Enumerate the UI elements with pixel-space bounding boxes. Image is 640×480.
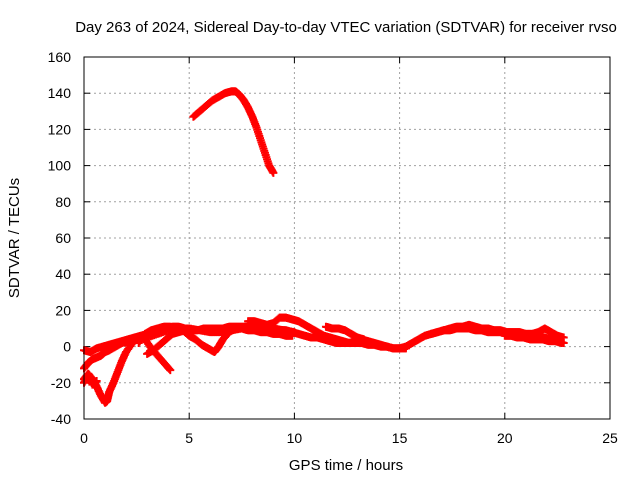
x-tick-label: 10 bbox=[287, 430, 303, 446]
plot-area bbox=[80, 87, 568, 407]
plot-frame bbox=[83, 56, 611, 420]
y-tick-label: 120 bbox=[48, 121, 72, 137]
data-point bbox=[559, 333, 568, 342]
series-arc-7 bbox=[189, 87, 278, 177]
x-tick-label: 0 bbox=[80, 430, 88, 446]
axis-ticks: 0 5 10 15 20 25 -40 -20 0 20 40 60 80 100 120 140 160 bbox=[48, 49, 618, 446]
y-tick-label: 140 bbox=[48, 85, 72, 101]
x-tick-label: 25 bbox=[602, 430, 618, 446]
series-arc-4 bbox=[80, 371, 101, 389]
y-tick-label: 0 bbox=[63, 339, 71, 355]
series-arc-3 bbox=[80, 333, 175, 407]
data-point bbox=[92, 376, 101, 385]
data-point-trail bbox=[165, 364, 174, 373]
data-point bbox=[166, 366, 175, 375]
y-axis-label: SDTVAR / TECUs bbox=[6, 178, 23, 298]
y-tick-label: 160 bbox=[48, 49, 72, 65]
x-axis-label: GPS time / hours bbox=[289, 457, 403, 474]
series-arc-12 bbox=[500, 331, 566, 347]
y-tick-label: -40 bbox=[51, 411, 71, 427]
data-point bbox=[269, 168, 278, 177]
series-arc-9 bbox=[321, 322, 368, 344]
series-arc-8 bbox=[244, 313, 404, 353]
y-tick-label: 60 bbox=[55, 230, 71, 246]
y-tick-label: 40 bbox=[55, 266, 71, 282]
x-tick-label: 20 bbox=[497, 430, 513, 446]
data-point bbox=[359, 335, 368, 344]
y-tick-label: -20 bbox=[51, 375, 71, 391]
chart-title: Day 263 of 2024, Sidereal Day-to-day VTE… bbox=[75, 19, 617, 36]
y-tick-label: 80 bbox=[55, 194, 71, 210]
y-tick-label: 100 bbox=[48, 158, 72, 174]
y-tick-label: 20 bbox=[55, 302, 71, 318]
x-tick-label: 5 bbox=[185, 430, 193, 446]
x-tick-label: 15 bbox=[392, 430, 408, 446]
data-point bbox=[557, 338, 566, 347]
grid bbox=[84, 57, 610, 419]
